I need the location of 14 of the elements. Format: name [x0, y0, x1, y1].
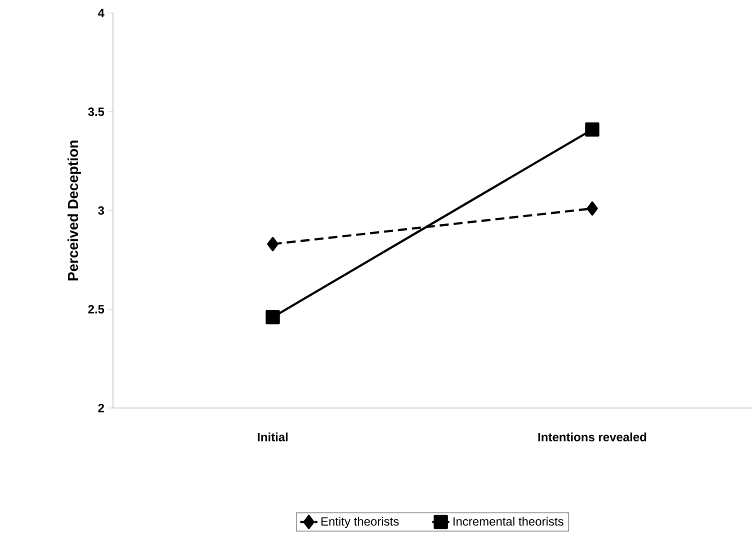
y-tick-label: 4: [98, 8, 104, 18]
y-tick-label: 3.5: [88, 107, 104, 116]
point: [267, 236, 278, 252]
point: [585, 122, 600, 137]
y-tick-label: 2: [98, 404, 104, 412]
point: [586, 201, 598, 216]
x-tick-label: Initial: [258, 432, 288, 442]
x-tick-label: Intentions revealed: [538, 432, 646, 442]
point: [266, 310, 280, 324]
y-axis-title: Perceived Deception: [68, 140, 81, 280]
legend-label: Entity theorists: [321, 516, 399, 528]
y-tick-label: 2.5: [88, 305, 104, 314]
legend-label: Incremental theorists: [454, 516, 564, 526]
y-tick-label: 3: [98, 206, 104, 215]
